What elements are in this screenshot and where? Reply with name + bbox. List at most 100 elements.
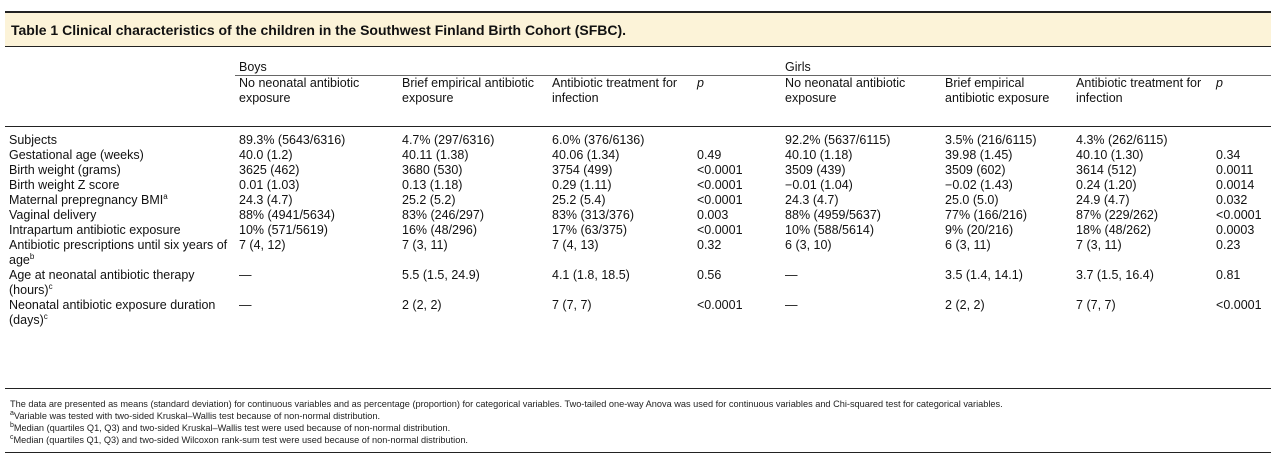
group-girls: Girls [781,60,1272,76]
boys-cell-0: 3625 (462) [239,163,300,177]
table-row: Neonatal antibiotic exposure duration (d… [5,298,1271,328]
boys-cell-3: 0.56 [697,268,722,282]
table-row: Intrapartum antibiotic exposure 10% (571/… [5,223,1271,238]
boys-cell-3 [693,127,781,149]
row-label: Intrapartum antibiotic exposure [9,223,181,237]
girls-cell-2: 4.3% (262/6115) [1076,133,1168,147]
boys-cell-1: 5.5 (1.5, 24.9) [402,268,480,282]
table-row: Age at neonatal antibiotic therapy (hour… [5,268,1271,298]
table-row: Birth weight (grams) 3625 (462) 3680 (530)… [5,163,1271,178]
boys-cell-3: <0.0001 [697,163,743,177]
girls-cell-1: 77% (166/216) [945,208,1028,222]
boys-cell-0: 89.3% (5643/6316) [239,133,346,147]
girls-cell-2: 24.9 (4.7) [1076,193,1130,207]
col-boys-brief: Brief empirical antibiotic exposure [402,76,534,105]
girls-cell-3: <0.0001 [1216,298,1262,312]
col-girls-p: p [1216,76,1223,90]
column-header-row: No neonatal antibiotic exposure Brief em… [5,76,1272,127]
girls-cell-2: 87% (229/262) [1076,208,1159,222]
boys-cell-1: 2 (2, 2) [402,298,442,312]
table-title: Table 1 Clinical characteristics of the … [5,11,1271,47]
boys-cell-0: 0.01 (1.03) [239,178,300,192]
footnote-main: The data are presented as means (standar… [10,399,1003,409]
table-row: Antibiotic prescriptions until six years… [5,238,1271,268]
table-row: Subjects 89.3% (5643/6316) 4.7% (297/6316)… [5,127,1271,149]
boys-cell-0: — [239,298,252,312]
boys-cell-1: 4.7% (297/6316) [402,133,495,147]
boys-cell-1: 25.2 (5.2) [402,193,456,207]
col-girls-brief: Brief empirical antibiotic exposure [945,76,1050,105]
row-label: Neonatal antibiotic exposure duration (d… [9,298,216,327]
boys-cell-2: 4.1 (1.8, 18.5) [552,268,630,282]
girls-cell-0: 24.3 (4.7) [785,193,839,207]
girls-cell-1: 3509 (602) [945,163,1006,177]
girls-cell-1: 3.5% (216/6115) [945,133,1037,147]
boys-cell-0: 10% (571/5619) [239,223,328,237]
boys-cell-1: 40.11 (1.38) [402,148,469,162]
boys-cell-1: 0.13 (1.18) [402,178,463,192]
col-boys-p: p [697,76,704,90]
boys-cell-0: 88% (4941/5634) [239,208,335,222]
girls-cell-3: <0.0001 [1216,208,1262,222]
boys-cell-2: 25.2 (5.4) [552,193,606,207]
girls-cell-3: 0.23 [1216,238,1241,252]
boys-cell-3: 0.49 [697,148,722,162]
boys-cell-2: 7 (4, 13) [552,238,599,252]
boys-cell-3: <0.0001 [697,298,743,312]
girls-cell-3: 0.34 [1216,148,1241,162]
row-label: Birth weight Z score [9,178,120,192]
boys-cell-2: 6.0% (376/6136) [552,133,645,147]
girls-cell-2: 40.10 (1.30) [1076,148,1144,162]
girls-cell-0: — [785,268,798,282]
col-girls-treatment: Antibiotic treatment for infection [1076,76,1202,105]
girls-cell-2: 3614 (512) [1076,163,1137,177]
table-row: Birth weight Z score 0.01 (1.03) 0.13 (1.1… [5,178,1271,193]
girls-cell-0: — [785,298,798,312]
row-label: Age at neonatal antibiotic therapy (hour… [9,268,195,297]
girls-cell-0: 92.2% (5637/6115) [785,133,891,147]
girls-cell-2: 7 (7, 7) [1076,298,1116,312]
boys-cell-0: 40.0 (1.2) [239,148,293,162]
girls-cell-0: 6 (3, 10) [785,238,832,252]
table-footnotes: The data are presented as means (standar… [5,388,1271,446]
girls-cell-1: 3.5 (1.4, 14.1) [945,268,1023,282]
girls-cell-3: 0.0014 [1216,178,1255,192]
footnote-c: cMedian (quartiles Q1, Q3) and two-sided… [10,433,468,445]
boys-cell-0: 7 (4, 12) [239,238,286,252]
girls-cell-3 [1212,127,1271,149]
footnote-b: bMedian (quartiles Q1, Q3) and two-sided… [10,421,451,433]
girls-cell-2: 0.24 (1.20) [1076,178,1137,192]
group-header-row: Boys Girls [5,60,1272,76]
table-row: Vaginal delivery 88% (4941/5634) 83% (246/… [5,208,1271,223]
boys-cell-2: 83% (313/376) [552,208,635,222]
table-row: Maternal prepregnancy BMIa 24.3 (4.7) 25.2… [5,191,1271,208]
girls-cell-3: 0.81 [1216,268,1241,282]
row-label: Gestational age (weeks) [9,148,144,162]
row-label: Antibiotic prescriptions until six years… [9,238,228,267]
table-body: Subjects 89.3% (5643/6316) 4.7% (297/6316)… [5,127,1271,329]
group-boys: Boys [235,60,782,76]
row-label: Vaginal delivery [9,208,97,222]
boys-cell-3: <0.0001 [697,193,743,207]
boys-cell-1: 3680 (530) [402,163,463,177]
girls-cell-0: 10% (588/5614) [785,223,874,237]
boys-cell-3: <0.0001 [697,178,743,192]
row-label: Maternal prepregnancy BMIa [9,191,168,207]
girls-cell-2: 3.7 (1.5, 16.4) [1076,268,1154,282]
girls-cell-1: 9% (20/216) [945,223,1014,237]
boys-cell-0: 24.3 (4.7) [239,193,293,207]
girls-cell-1: 25.0 (5.0) [945,193,999,207]
col-girls-no-exposure: No neonatal antibiotic exposure [785,76,906,105]
girls-cell-3: 0.0003 [1216,223,1255,237]
boys-cell-0: — [239,268,252,282]
boys-cell-1: 16% (48/296) [402,223,478,237]
col-boys-treatment: Antibiotic treatment for infection [552,76,678,105]
girls-cell-0: −0.01 (1.04) [785,178,853,192]
girls-cell-0: 3509 (439) [785,163,846,177]
col-boys-no-exposure: No neonatal antibiotic exposure [239,76,360,105]
boys-cell-2: 0.29 (1.11) [552,178,612,192]
girls-cell-1: 2 (2, 2) [945,298,985,312]
footnote-a: aVariable was tested with two-sided Krus… [10,409,381,421]
boys-cell-2: 40.06 (1.34) [552,148,620,162]
girls-cell-3: 0.0011 [1216,163,1254,177]
